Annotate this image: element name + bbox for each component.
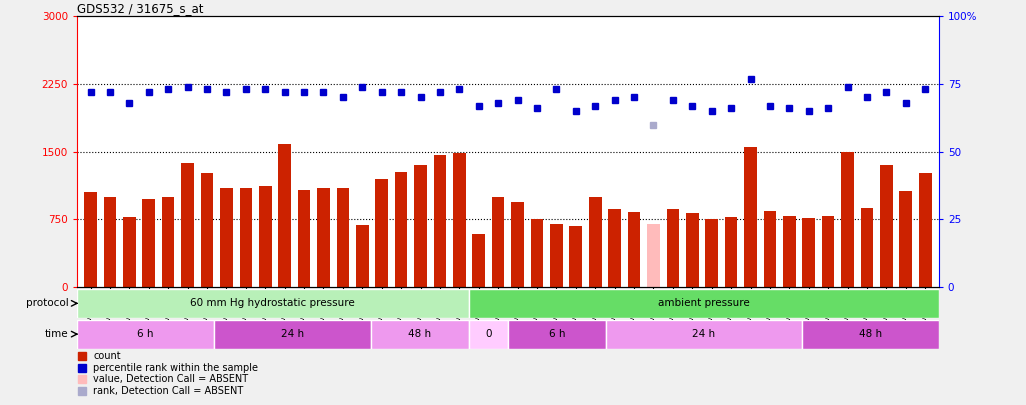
Text: 48 h: 48 h [859,329,881,339]
Bar [822,216,834,287]
Bar [628,212,640,287]
Bar [841,151,854,287]
Text: 24 h: 24 h [281,329,304,339]
Bar [472,234,485,287]
Text: percentile rank within the sample: percentile rank within the sample [93,363,259,373]
Bar [647,224,660,287]
Text: 24 h: 24 h [693,329,715,339]
Bar [214,320,370,349]
Bar [337,188,349,287]
Bar [861,208,873,287]
Text: 6 h: 6 h [549,329,565,339]
Bar [298,190,310,287]
Bar [453,153,466,287]
Bar [508,320,605,349]
Bar [415,165,427,287]
Bar [705,219,718,287]
Bar [608,209,621,287]
Bar [317,188,329,287]
Bar [724,217,738,287]
Bar [356,225,368,287]
Bar [686,213,699,287]
Bar [221,188,233,287]
Bar [744,147,757,287]
Bar [143,198,155,287]
Bar [469,289,939,318]
Text: GDS532 / 31675_s_at: GDS532 / 31675_s_at [77,2,203,15]
Bar [589,197,601,287]
Text: protocol: protocol [26,298,69,308]
Bar [278,145,291,287]
Bar [182,162,194,287]
Text: value, Detection Call = ABSENT: value, Detection Call = ABSENT [93,375,248,384]
Text: time: time [45,329,69,339]
Bar [84,192,96,287]
Bar [900,192,912,287]
Bar [530,219,544,287]
Bar [511,202,524,287]
Bar [569,226,582,287]
Bar [469,320,508,349]
Bar [919,173,932,287]
Bar [550,224,562,287]
Bar [239,188,252,287]
Bar [201,173,213,287]
Text: 60 mm Hg hydrostatic pressure: 60 mm Hg hydrostatic pressure [191,298,355,308]
Text: count: count [93,351,121,361]
Bar [376,179,388,287]
Bar [434,155,446,287]
Bar [880,165,893,287]
Bar [370,320,469,349]
Text: 48 h: 48 h [408,329,431,339]
Bar [605,320,801,349]
Bar [162,197,174,287]
Bar [783,216,795,287]
Bar [104,197,116,287]
Bar [123,217,135,287]
Text: rank, Detection Call = ABSENT: rank, Detection Call = ABSENT [93,386,243,396]
Bar [667,209,679,287]
Bar [491,197,505,287]
Text: 6 h: 6 h [137,329,154,339]
Bar [802,217,815,287]
Bar [395,172,407,287]
Bar [77,320,214,349]
Text: 0: 0 [485,329,491,339]
Bar [259,186,272,287]
Text: ambient pressure: ambient pressure [658,298,750,308]
Bar [801,320,939,349]
Bar [77,289,469,318]
Bar [763,211,777,287]
